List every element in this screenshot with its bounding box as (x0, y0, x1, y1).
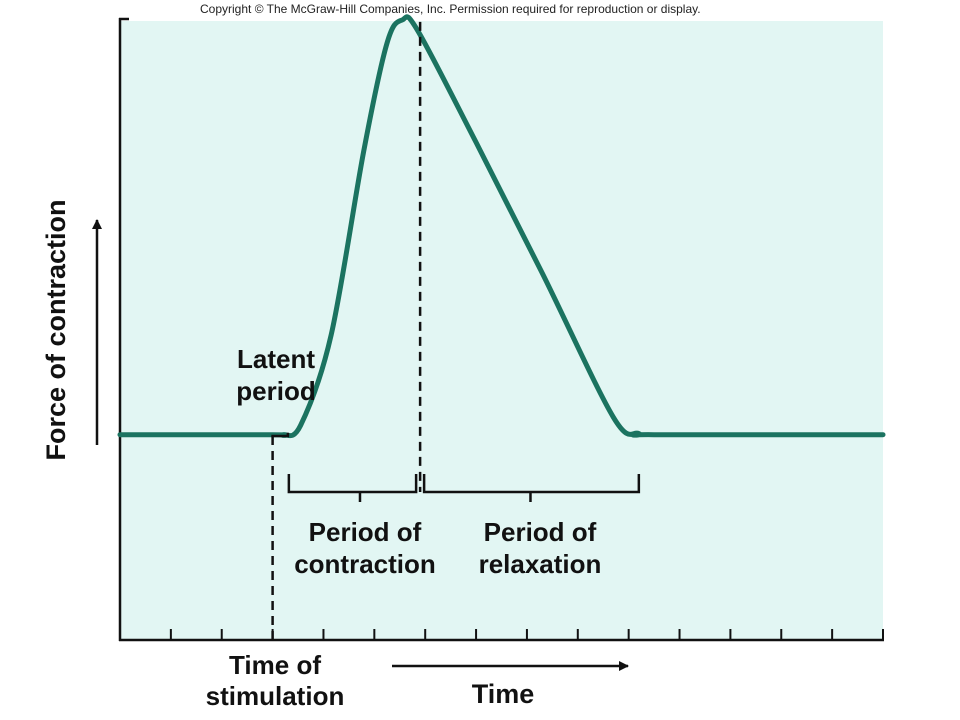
contraction-period-bracket (287, 474, 418, 502)
period-of-contraction-label: Period of contraction (294, 517, 436, 579)
chart-annotations: Latent period Period of contraction Period o… (206, 21, 641, 711)
latent-period-bracket (271, 432, 290, 438)
force-curve (117, 14, 886, 439)
period-of-relaxation-label: Period of relaxation (479, 517, 602, 579)
plot-area (121, 21, 883, 640)
x-axis-label: Time (472, 679, 535, 709)
latent-period-label: Latent period (236, 344, 315, 406)
relaxation-period-bracket (422, 474, 641, 502)
chart-marks (117, 14, 886, 439)
copyright-notice: Copyright © The McGraw-Hill Companies, I… (200, 2, 701, 16)
y-axis-label: Force of contraction (41, 199, 71, 460)
time-of-stimulation-label: Time of stimulation (206, 650, 345, 711)
